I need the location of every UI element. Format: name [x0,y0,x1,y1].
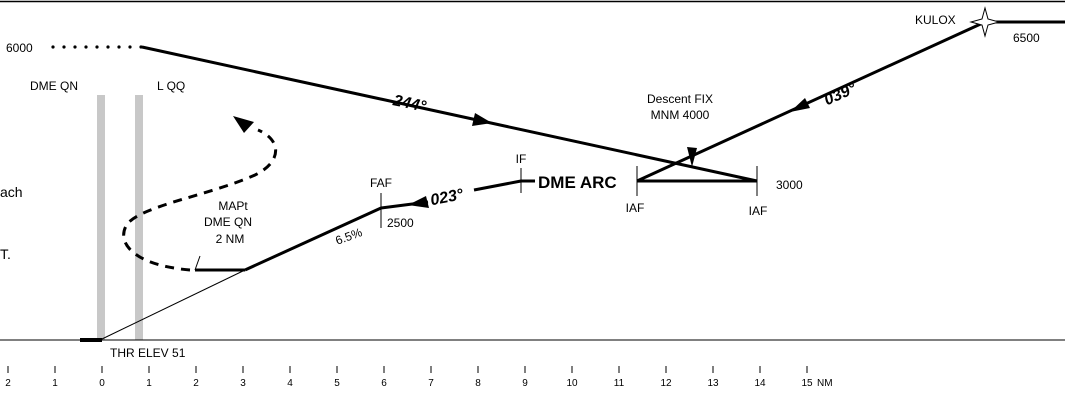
kulox-fix-symbol [969,6,1001,38]
scale-tick-label: 0 [99,378,105,389]
track-039-arrow [790,98,810,112]
descent-fix-label-1: Descent FIX [647,92,713,106]
kulox-label: KULOX [915,13,956,27]
missed-approach-curve [122,128,278,272]
scale-tick-label: 6 [381,378,387,389]
descent-fix-arrow [687,147,697,167]
distance-scale [7,366,808,373]
altitude-6000-label: 6000 [6,41,33,55]
scale-tick-label: 1 [52,378,58,389]
threshold-label: THR ELEV 51 [110,346,186,360]
if-label: IF [516,152,527,166]
glide-path-line [101,269,246,340]
if-segment [473,179,522,192]
scale-tick-label: 2 [5,378,11,389]
course-023-label: 023° [429,186,465,209]
track-244-arrow [472,113,492,126]
final-descent-line [244,206,382,272]
scale-tick-label: 8 [475,378,481,389]
mapt-label-2: DME QN [204,215,252,229]
l-qq-bar [135,95,143,340]
left-fragment-2: T. [0,246,11,262]
mapt-label-3: 2 NM [216,232,245,246]
descent-fix-label-2: MNM 4000 [651,108,710,122]
kulox-altitude-label: 6500 [1013,31,1040,45]
missed-approach-dots [51,45,143,49]
faf-to-023 [380,200,429,210]
scale-tick-label: 7 [428,378,434,389]
dme-qn-bar [97,95,105,340]
scale-tick-label: 5 [334,378,340,389]
iaf-right-label: IAF [749,204,768,218]
missed-approach-arrow [233,116,254,133]
left-fragment-1: ach [0,184,23,200]
mapt-leader [194,255,201,271]
arc-altitude-label: 3000 [776,178,803,192]
scale-tick-label: 10 [566,378,578,389]
distance-scale-labels: 2 1 0 1 2 3 4 5 6 7 8 9 10 11 12 13 14 15 NM [5,378,832,389]
track-244-line [141,45,758,183]
scale-tick-label: 2 [193,378,199,389]
faf-altitude-label: 2500 [387,216,414,230]
scale-tick-label: 11 [614,378,625,389]
iaf-left-label: IAF [626,201,645,215]
l-qq-label: L QQ [157,79,185,93]
mapt-label-1: MAPt [218,199,248,213]
scale-unit-label: NM [817,378,833,389]
course-244-label: 244° [391,92,428,116]
scale-tick-label: 15 [801,378,813,389]
scale-tick-label: 14 [754,378,766,389]
scale-tick-label: 1 [146,378,152,389]
course-039-label: 039° [822,80,860,109]
dme-arc-label: DME ARC [538,173,617,192]
scale-tick-label: 12 [660,378,672,389]
threshold-marker [80,338,102,342]
dme-qn-label: DME QN [30,79,78,93]
scale-tick-label: 13 [707,378,719,389]
faf-label: FAF [370,176,392,190]
scale-tick-label: 9 [522,378,528,389]
scale-tick-label: 4 [287,378,293,389]
scale-tick-label: 3 [240,378,246,389]
